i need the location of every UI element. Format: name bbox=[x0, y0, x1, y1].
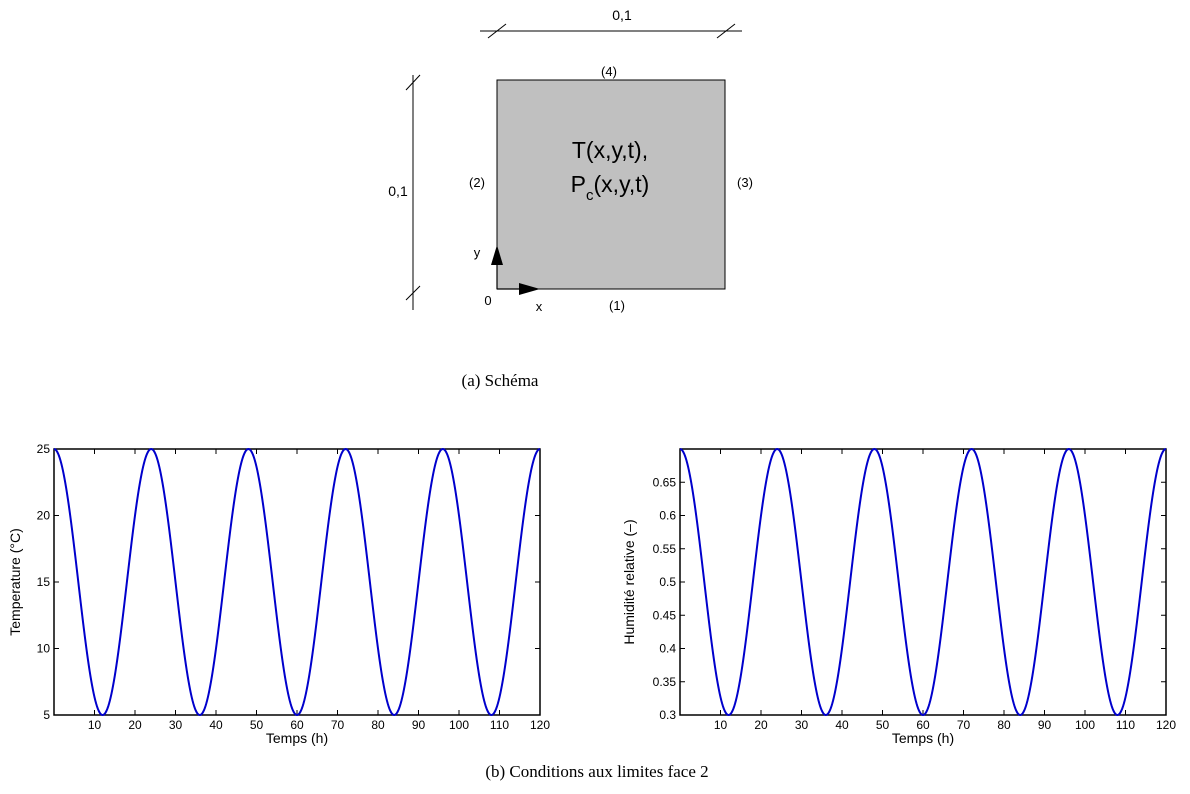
hum-x-tick-label: 10 bbox=[714, 718, 728, 732]
dim-label-left: 0,1 bbox=[388, 183, 408, 199]
temp-x-tick-label: 120 bbox=[530, 718, 550, 732]
temp-x-tick-label: 20 bbox=[128, 718, 142, 732]
temp-series-line bbox=[53, 447, 541, 717]
face-label-1: (1) bbox=[609, 298, 625, 313]
dim-tick-left-top bbox=[405, 74, 421, 91]
temp-x-tick-label: 70 bbox=[331, 718, 345, 732]
hum-x-tick-label: 100 bbox=[1075, 718, 1095, 732]
temp-x-tick-label: 90 bbox=[412, 718, 426, 732]
dim-tick-top-left bbox=[487, 23, 507, 39]
temp-x-tick-label: 10 bbox=[88, 718, 102, 732]
face-label-3: (3) bbox=[737, 175, 753, 190]
temp-y-tick-label: 20 bbox=[37, 509, 51, 523]
hum-y-axis-label: Humidité relative (–) bbox=[621, 519, 637, 644]
hum-x-axis-label: Temps (h) bbox=[892, 730, 954, 746]
temp-x-tick-label: 30 bbox=[169, 718, 183, 732]
axis-label-y: y bbox=[474, 245, 481, 260]
chart-temperature: 10 20 30 40 50 60 70 80 90 100 110 120 5 10 15 20 25 Temp… bbox=[7, 442, 550, 746]
field-label-pressure-sub: c bbox=[586, 187, 594, 204]
temp-y-tick-label: 10 bbox=[37, 642, 51, 656]
hum-y-tick-label: 0.55 bbox=[653, 542, 677, 556]
field-label-pressure-P: P bbox=[571, 171, 586, 197]
hum-x-tick-label: 60 bbox=[916, 718, 930, 732]
hum-x-tick-label: 110 bbox=[1116, 718, 1135, 732]
hum-x-tick-label: 70 bbox=[957, 718, 971, 732]
hum-y-tick-label: 0.45 bbox=[653, 608, 677, 622]
temp-x-tick-label: 110 bbox=[490, 718, 509, 732]
dim-tick-top-right bbox=[716, 23, 736, 39]
hum-y-tick-label: 0.6 bbox=[659, 509, 676, 523]
hum-plot-frame bbox=[679, 448, 1167, 716]
chart-humidity: 10 20 30 40 50 60 70 80 90 100 110 120 0.3 0.35 0.4 0.4… bbox=[621, 447, 1176, 746]
temp-x-tick-label: 80 bbox=[371, 718, 385, 732]
temp-y-axis-label: Temperature (°C) bbox=[7, 528, 23, 636]
temp-x-tick-label: 60 bbox=[290, 718, 304, 732]
hum-x-tick-label: 40 bbox=[835, 718, 849, 732]
temp-y-tick-label: 5 bbox=[43, 708, 50, 722]
hum-x-tick-label: 90 bbox=[1038, 718, 1052, 732]
temp-x-tick-label: 100 bbox=[449, 718, 469, 732]
hum-x-tick-label: 80 bbox=[997, 718, 1011, 732]
axis-label-x: x bbox=[536, 299, 543, 314]
caption-a: (a) Schéma bbox=[462, 371, 539, 390]
domain-square bbox=[496, 79, 726, 290]
temp-y-tick-label: 15 bbox=[37, 575, 51, 589]
hum-y-tick-label: 0.35 bbox=[653, 675, 677, 689]
hum-x-tick-label: 20 bbox=[754, 718, 768, 732]
axis-arrow-x-head bbox=[519, 283, 540, 295]
field-label-pressure: Pc(x,y,t) bbox=[571, 171, 650, 204]
schema-diagram: 0,1 0,1 (4) (2) (3) (1) T(x,y,t), Pc(x,y… bbox=[388, 7, 753, 314]
hum-y-tick-label: 0.3 bbox=[659, 708, 676, 722]
caption-b: (b) Conditions aux limites face 2 bbox=[485, 762, 708, 781]
hum-y-tick-label: 0.5 bbox=[659, 575, 676, 589]
hum-x-tick-label: 50 bbox=[876, 718, 890, 732]
dim-label-top: 0,1 bbox=[612, 7, 632, 23]
field-label-pressure-rest: (x,y,t) bbox=[594, 171, 650, 197]
origin-label: 0 bbox=[484, 293, 491, 308]
hum-series-line bbox=[679, 447, 1167, 717]
face-label-2: (2) bbox=[469, 175, 485, 190]
hum-x-tick-label: 30 bbox=[795, 718, 809, 732]
hum-x-tick-label: 120 bbox=[1156, 718, 1176, 732]
temp-x-tick-label: 40 bbox=[209, 718, 223, 732]
field-label-temperature: T(x,y,t), bbox=[572, 137, 648, 163]
face-label-4: (4) bbox=[601, 64, 617, 79]
temp-x-tick-label: 50 bbox=[250, 718, 264, 732]
hum-y-tick-label: 0.65 bbox=[653, 475, 677, 489]
dim-tick-left-bottom bbox=[405, 285, 421, 301]
axis-arrow-y-head bbox=[491, 245, 503, 265]
temp-x-axis-label: Temps (h) bbox=[266, 730, 328, 746]
hum-y-tick-label: 0.4 bbox=[659, 642, 676, 656]
temp-y-tick-label: 25 bbox=[37, 442, 51, 456]
